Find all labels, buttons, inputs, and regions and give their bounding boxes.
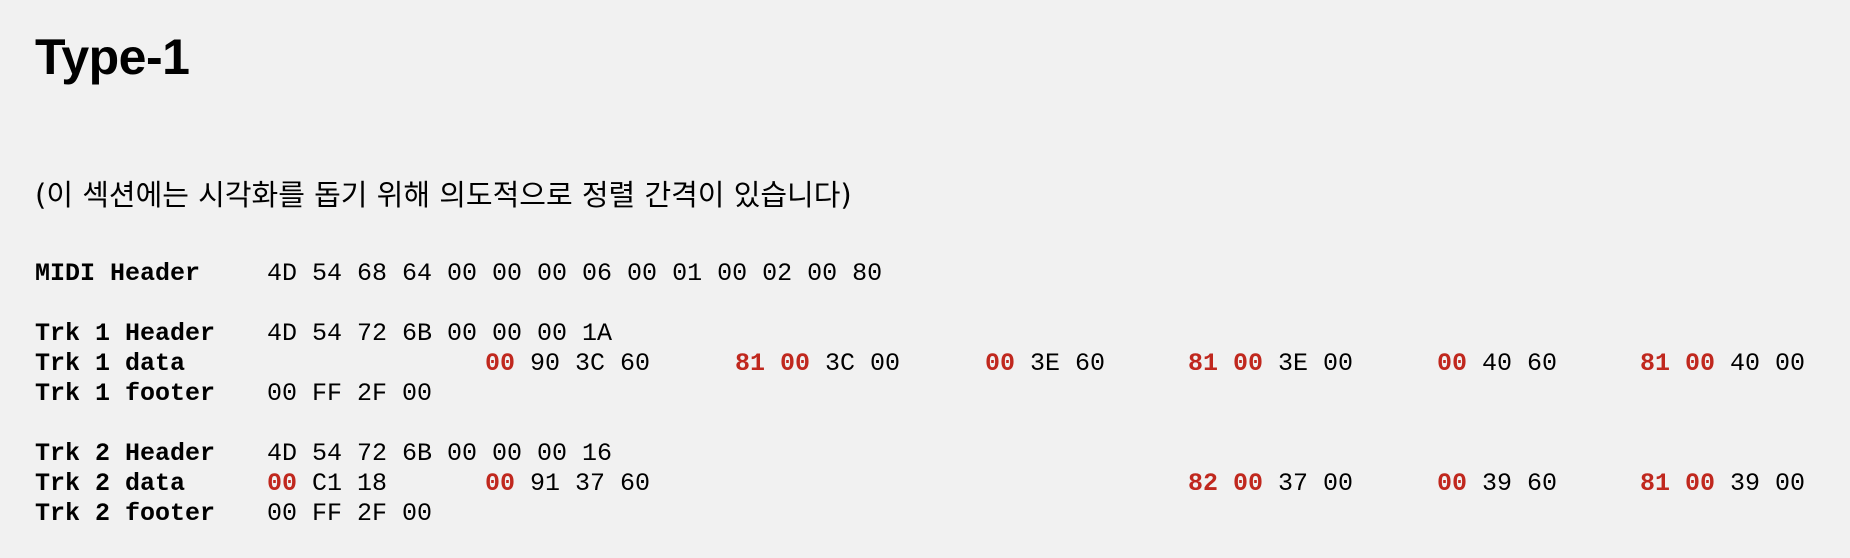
trk1-event: 00 3E 60: [985, 349, 1105, 379]
delta-time: 00: [485, 469, 516, 498]
delta-time: 81 00: [1188, 349, 1264, 378]
delta-time: 81 00: [735, 349, 811, 378]
trk1-event: 81 00 3E 00: [1188, 349, 1353, 379]
event-bytes: 40 60: [1482, 349, 1558, 378]
trk2-header-label: Trk 2 Header: [35, 439, 216, 468]
trk1-event: 81 00 40 00: [1640, 349, 1805, 379]
delta-time: 81 00: [1640, 469, 1716, 498]
delta-time: 00: [485, 349, 516, 378]
trk1-event: 00 40 60: [1437, 349, 1557, 379]
page-title: Type-1: [35, 29, 190, 85]
trk1-header-bytes: 4D 54 72 6B 00 00 00 1A: [267, 319, 613, 348]
trk2-event: 82 00 37 00: [1188, 469, 1353, 499]
delta-time: 81 00: [1640, 349, 1716, 378]
alignment-note: (이 섹션에는 시각화를 돕기 위해 의도적으로 정렬 간격이 있습니다): [35, 178, 852, 212]
trk2-header-bytes: 4D 54 72 6B 00 00 00 16: [267, 439, 613, 468]
trk1-data-row: Trk 1 data 00 90 3C 60 81 00 3C 00 00 3E…: [35, 349, 1850, 379]
event-bytes: 3C 00: [825, 349, 901, 378]
event-bytes: 39 60: [1482, 469, 1558, 498]
event-bytes: 37 00: [1278, 469, 1354, 498]
event-bytes: 90 3C 60: [530, 349, 651, 378]
trk2-event: 00 91 37 60: [485, 469, 650, 499]
trk2-event: 00 C1 18: [267, 469, 387, 499]
trk2-footer-label: Trk 2 footer: [35, 499, 216, 528]
event-bytes: 91 37 60: [530, 469, 651, 498]
trk1-header-label: Trk 1 Header: [35, 319, 216, 348]
trk1-event: 81 00 3C 00: [735, 349, 900, 379]
trk1-footer-label: Trk 1 footer: [35, 379, 216, 408]
trk2-event: 00 39 60: [1437, 469, 1557, 499]
trk2-data-label: Trk 2 data: [35, 469, 186, 498]
trk1-event: 00 90 3C 60: [485, 349, 650, 379]
event-bytes: C1 18: [312, 469, 388, 498]
delta-time: 00: [1437, 349, 1468, 378]
midi-header-label: MIDI Header: [35, 259, 201, 288]
delta-time: 82 00: [1188, 469, 1264, 498]
event-bytes: 3E 00: [1278, 349, 1354, 378]
midi-header-bytes: 4D 54 68 64 00 00 00 06 00 01 00 02 00 8…: [267, 259, 883, 288]
event-bytes: 39 00: [1730, 469, 1806, 498]
trk2-footer-bytes: 00 FF 2F 00: [267, 499, 433, 528]
trk1-data-label: Trk 1 data: [35, 349, 186, 378]
delta-time: 00: [267, 469, 298, 498]
delta-time: 00: [1437, 469, 1468, 498]
delta-time: 00: [985, 349, 1016, 378]
event-bytes: 3E 60: [1030, 349, 1106, 378]
trk2-event: 81 00 39 00: [1640, 469, 1805, 499]
event-bytes: 40 00: [1730, 349, 1806, 378]
trk2-data-row: Trk 2 data 00 C1 18 00 91 37 60 82 00 37…: [35, 469, 1850, 499]
trk1-footer-bytes: 00 FF 2F 00: [267, 379, 433, 408]
